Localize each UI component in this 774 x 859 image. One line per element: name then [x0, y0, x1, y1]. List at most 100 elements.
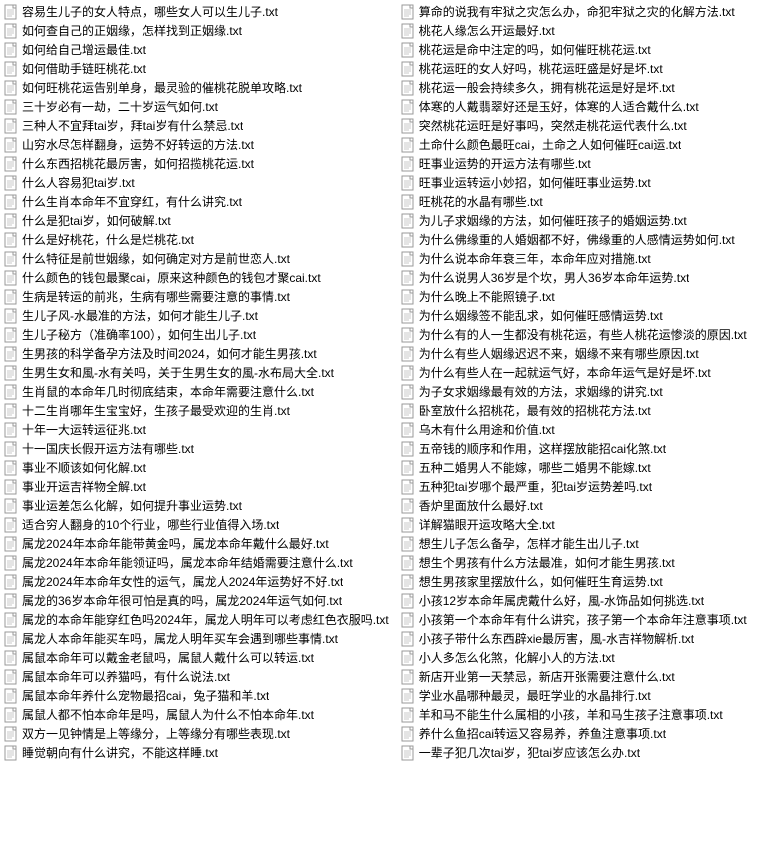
file-item[interactable]: 什么生肖本命年不宜穿红，有什么讲究.txt: [2, 192, 391, 211]
txt-file-icon: [4, 441, 18, 457]
file-item[interactable]: 小孩第一个本命年有什么讲究，孩子第一个本命年注意事项.txt: [399, 610, 772, 629]
file-item[interactable]: 适合穷人翻身的10个行业，哪些行业值得入场.txt: [2, 515, 391, 534]
txt-file-icon: [4, 251, 18, 267]
file-item[interactable]: 为子女求姻缘最有效的方法，求姻缘的讲究.txt: [399, 382, 772, 401]
file-item[interactable]: 五帝钱的顺序和作用，这样摆放能招cai化煞.txt: [399, 439, 772, 458]
file-item[interactable]: 为什么姻缘签不能乱求，如何催旺感情运势.txt: [399, 306, 772, 325]
file-item[interactable]: 五种二婚男人不能嫁，哪些二婚男不能嫁.txt: [399, 458, 772, 477]
file-item[interactable]: 双方一见钟情是上等缘分，上等缘分有哪些表现.txt: [2, 724, 391, 743]
file-item[interactable]: 什么是好桃花，什么是烂桃花.txt: [2, 230, 391, 249]
txt-file-icon: [4, 346, 18, 362]
file-item[interactable]: 小人多怎么化煞，化解小人的方法.txt: [399, 648, 772, 667]
file-item[interactable]: 为什么说男人36岁是个坎，男人36岁本命年运势.txt: [399, 268, 772, 287]
file-item[interactable]: 详解猫眼开运攻略大全.txt: [399, 515, 772, 534]
file-item[interactable]: 旺事业运转运小妙招，如何催旺事业运势.txt: [399, 173, 772, 192]
file-item[interactable]: 新店开业第一天禁忌，新店开张需要注意什么.txt: [399, 667, 772, 686]
file-item[interactable]: 容易生儿子的女人特点，哪些女人可以生儿子.txt: [2, 2, 391, 21]
file-item[interactable]: 想生男孩家里摆放什么，如何催旺生育运势.txt: [399, 572, 772, 591]
file-item[interactable]: 三种人不宜拜tai岁，拜tai岁有什么禁忌.txt: [2, 116, 391, 135]
file-name: 卧室放什么招桃花，最有效的招桃花方法.txt: [419, 402, 651, 419]
file-item[interactable]: 什么人容易犯tai岁.txt: [2, 173, 391, 192]
file-item[interactable]: 属鼠本命年养什么宠物最招cai，兔子猫和羊.txt: [2, 686, 391, 705]
txt-file-icon: [401, 156, 415, 172]
file-item[interactable]: 旺事业运势的开运方法有哪些.txt: [399, 154, 772, 173]
file-item[interactable]: 什么特征是前世姻缘，如何确定对方是前世恋人.txt: [2, 249, 391, 268]
file-item[interactable]: 为儿子求姻缘的方法，如何催旺孩子的婚姻运势.txt: [399, 211, 772, 230]
file-item[interactable]: 一辈子犯几次tai岁，犯tai岁应该怎么办.txt: [399, 743, 772, 762]
file-item[interactable]: 桃花运是命中注定的吗，如何催旺桃花运.txt: [399, 40, 772, 59]
txt-file-icon: [4, 707, 18, 723]
file-name: 体寒的人戴翡翠好还是玉好，体寒的人适合戴什么.txt: [419, 98, 699, 115]
file-item[interactable]: 生男生女和風-水有关吗，关于生男生女的風-水布局大全.txt: [2, 363, 391, 382]
file-item[interactable]: 事业不顺该如何化解.txt: [2, 458, 391, 477]
file-item[interactable]: 生儿子秘方（准确率100），如何生出儿子.txt: [2, 325, 391, 344]
file-item[interactable]: 生儿子风-水最准的方法，如何才能生儿子.txt: [2, 306, 391, 325]
file-item[interactable]: 养什么鱼招cai转运又容易养，养鱼注意事项.txt: [399, 724, 772, 743]
file-item[interactable]: 桃花运旺的女人好吗，桃花运旺盛是好是坏.txt: [399, 59, 772, 78]
file-item[interactable]: 十一国庆长假开运方法有哪些.txt: [2, 439, 391, 458]
file-item[interactable]: 三十岁必有一劫，二十岁运气如何.txt: [2, 97, 391, 116]
file-item[interactable]: 什么是犯tai岁，如何破解.txt: [2, 211, 391, 230]
file-item[interactable]: 为什么有的人一生都没有桃花运，有些人桃花运惨淡的原因.txt: [399, 325, 772, 344]
file-list-container: 容易生儿子的女人特点，哪些女人可以生儿子.txt如何查自己的正姻缘，怎样找到正姻…: [0, 0, 774, 764]
file-item[interactable]: 属龙2024年本命年能带黄金吗，属龙本命年戴什么最好.txt: [2, 534, 391, 553]
file-item[interactable]: 想生儿子怎么备孕，怎样才能生出儿子.txt: [399, 534, 772, 553]
file-item[interactable]: 算命的说我有牢狱之灾怎么办，命犯牢狱之灾的化解方法.txt: [399, 2, 772, 21]
file-item[interactable]: 乌木有什么用途和价值.txt: [399, 420, 772, 439]
txt-file-icon: [401, 365, 415, 381]
file-item[interactable]: 属龙的36岁本命年很可怕是真的吗，属龙2024年运气如何.txt: [2, 591, 391, 610]
txt-file-icon: [401, 441, 415, 457]
file-item[interactable]: 为什么晚上不能照镜子.txt: [399, 287, 772, 306]
file-item[interactable]: 生病是转运的前兆，生病有哪些需要注意的事情.txt: [2, 287, 391, 306]
file-item[interactable]: 属龙2024年本命年能领证吗，属龙本命年结婚需要注意什么.txt: [2, 553, 391, 572]
file-item[interactable]: 属龙的本命年能穿红色吗2024年，属龙人明年可以考虑红色衣服吗.txt: [2, 610, 391, 629]
file-item[interactable]: 如何借助手链旺桃花.txt: [2, 59, 391, 78]
file-item[interactable]: 属鼠本命年可以养猫吗，有什么说法.txt: [2, 667, 391, 686]
file-item[interactable]: 体寒的人戴翡翠好还是玉好，体寒的人适合戴什么.txt: [399, 97, 772, 116]
file-item[interactable]: 为什么有些人姻缘迟迟不来，姻缘不来有哪些原因.txt: [399, 344, 772, 363]
file-item[interactable]: 什么颜色的钱包最聚cai，原来这种颜色的钱包才聚cai.txt: [2, 268, 391, 287]
file-item[interactable]: 什么东西招桃花最厉害，如何招揽桃花运.txt: [2, 154, 391, 173]
file-item[interactable]: 属鼠人都不怕本命年是吗，属鼠人为什么不怕本命年.txt: [2, 705, 391, 724]
file-item[interactable]: 生男孩的科学备孕方法及时间2024，如何才能生男孩.txt: [2, 344, 391, 363]
file-item[interactable]: 十年一大运转运征兆.txt: [2, 420, 391, 439]
file-item[interactable]: 事业运差怎么化解，如何提升事业运势.txt: [2, 496, 391, 515]
file-item[interactable]: 属龙人本命年能买车吗，属龙人明年买车会遇到哪些事情.txt: [2, 629, 391, 648]
file-item[interactable]: 十二生肖哪年生宝宝好，生孩子最受欢迎的生肖.txt: [2, 401, 391, 420]
file-item[interactable]: 卧室放什么招桃花，最有效的招桃花方法.txt: [399, 401, 772, 420]
file-item[interactable]: 突然桃花运旺是好事吗，突然走桃花运代表什么.txt: [399, 116, 772, 135]
file-item[interactable]: 想生个男孩有什么方法最准，如何才能生男孩.txt: [399, 553, 772, 572]
right-column: 算命的说我有牢狱之灾怎么办，命犯牢狱之灾的化解方法.txt桃花人缘怎么开运最好.…: [399, 2, 772, 762]
file-item[interactable]: 事业开运吉祥物全解.txt: [2, 477, 391, 496]
file-item[interactable]: 属鼠本命年可以戴金老鼠吗，属鼠人戴什么可以转运.txt: [2, 648, 391, 667]
file-item[interactable]: 如何查自己的正姻缘，怎样找到正姻缘.txt: [2, 21, 391, 40]
file-item[interactable]: 如何旺桃花运告别单身，最灵验的催桃花脱单攻略.txt: [2, 78, 391, 97]
file-item[interactable]: 桃花人缘怎么开运最好.txt: [399, 21, 772, 40]
file-item[interactable]: 为什么佛缘重的人婚姻都不好，佛缘重的人感情运势如何.txt: [399, 230, 772, 249]
txt-file-icon: [401, 137, 415, 153]
file-item[interactable]: 五种犯tai岁哪个最严重，犯tai岁运势差吗.txt: [399, 477, 772, 496]
file-name: 为什么佛缘重的人婚姻都不好，佛缘重的人感情运势如何.txt: [419, 231, 735, 248]
file-name: 三种人不宜拜tai岁，拜tai岁有什么禁忌.txt: [22, 117, 243, 134]
file-item[interactable]: 小孩子带什么东西辟xie最厉害，風-水吉祥物解析.txt: [399, 629, 772, 648]
file-item[interactable]: 如何给自己增运最佳.txt: [2, 40, 391, 59]
file-item[interactable]: 羊和马不能生什么属相的小孩，羊和马生孩子注意事项.txt: [399, 705, 772, 724]
file-item[interactable]: 香炉里面放什么最好.txt: [399, 496, 772, 515]
file-item[interactable]: 属龙2024年本命年女性的运气，属龙人2024年运势好不好.txt: [2, 572, 391, 591]
file-name: 桃花人缘怎么开运最好.txt: [419, 22, 555, 39]
file-item[interactable]: 生肖鼠的本命年几时彻底结束，本命年需要注意什么.txt: [2, 382, 391, 401]
file-item[interactable]: 旺桃花的水晶有哪些.txt: [399, 192, 772, 211]
txt-file-icon: [401, 175, 415, 191]
txt-file-icon: [401, 346, 415, 362]
file-item[interactable]: 山穷水尽怎样翻身，运势不好转运的方法.txt: [2, 135, 391, 154]
file-item[interactable]: 为什么有些人在一起就运气好，本命年运气是好是坏.txt: [399, 363, 772, 382]
file-item[interactable]: 小孩12岁本命年属虎戴什么好，風-水饰品如何挑选.txt: [399, 591, 772, 610]
file-item[interactable]: 睡觉朝向有什么讲究，不能这样睡.txt: [2, 743, 391, 762]
file-item[interactable]: 学业水晶哪种最灵，最旺学业的水晶排行.txt: [399, 686, 772, 705]
file-item[interactable]: 土命什么颜色最旺cai，土命之人如何催旺cai运.txt: [399, 135, 772, 154]
file-item[interactable]: 为什么说本命年衰三年，本命年应对措施.txt: [399, 249, 772, 268]
file-name: 属鼠本命年可以养猫吗，有什么说法.txt: [22, 668, 230, 685]
file-name: 如何旺桃花运告别单身，最灵验的催桃花脱单攻略.txt: [22, 79, 302, 96]
txt-file-icon: [4, 631, 18, 647]
file-item[interactable]: 桃花运一般会持续多久，拥有桃花运是好是坏.txt: [399, 78, 772, 97]
